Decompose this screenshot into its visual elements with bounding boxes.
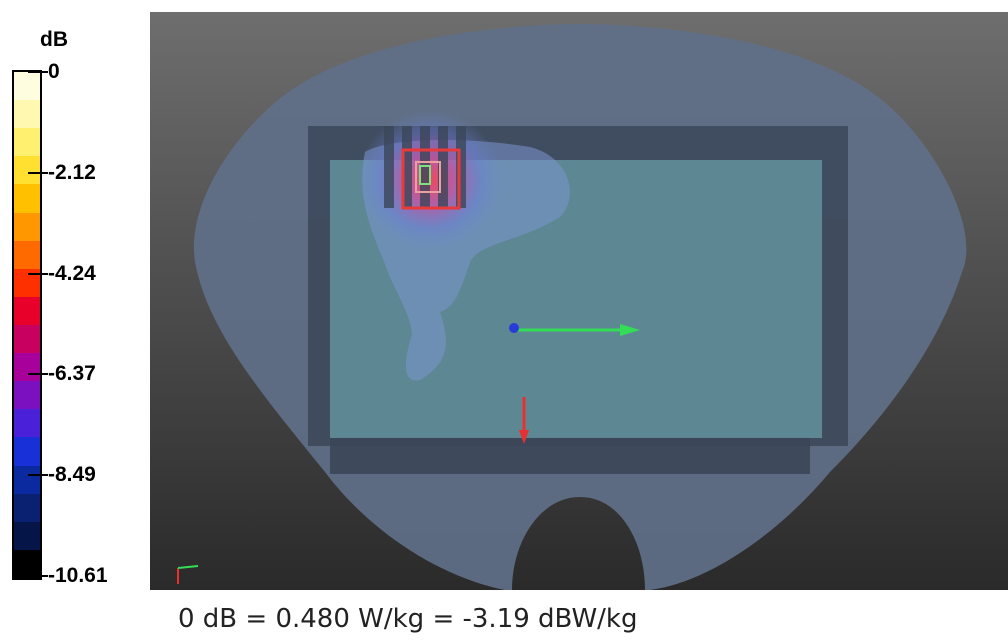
legend-color-segment (14, 240, 40, 269)
legend-color-segment (14, 212, 40, 241)
corner-axes-x (177, 565, 199, 569)
legend-tick-label: 0 (48, 60, 60, 83)
device-bottom-edge (330, 436, 810, 474)
legend-color-bar (12, 70, 42, 580)
max-sar-outer-box (401, 148, 461, 210)
legend-tick-mark (28, 272, 48, 275)
legend-color-segment (14, 184, 40, 213)
antenna-strip (384, 126, 394, 208)
legend-tick-mark (28, 171, 48, 174)
legend-color-segment (14, 72, 40, 101)
legend-color-segment (14, 493, 40, 522)
y-axis-arrowhead (519, 430, 529, 444)
legend-tick-mark (28, 373, 48, 376)
legend-color-segment (14, 128, 40, 157)
color-legend: dB 0 -2.12 -4.24 -6.37 -8.49 -10.61 (0, 0, 150, 600)
legend-tick-mark (28, 474, 48, 477)
antenna-strip (402, 126, 412, 208)
antenna-strip (438, 126, 448, 208)
sar-3d-viewport[interactable] (150, 12, 1008, 590)
probe-marker (419, 165, 431, 185)
legend-tick-mark (28, 71, 48, 73)
legend-color-segment (14, 409, 40, 438)
legend-tick-label: -8.49 (48, 463, 96, 487)
legend-unit-label: dB (40, 28, 68, 51)
legend-color-segment (14, 381, 40, 410)
legend-color-segment (14, 296, 40, 325)
legend-tick-label: -4.24 (48, 261, 96, 285)
legend-tick-label: -6.37 (48, 362, 96, 386)
legend-color-segment (14, 353, 40, 382)
max-sar-inner-box (415, 161, 441, 193)
legend-tick-label: -2.12 (48, 160, 96, 184)
legend-color-segment (14, 156, 40, 185)
scene-canvas (177, 24, 967, 590)
origin-point-icon (509, 323, 519, 333)
legend-color-segment (14, 324, 40, 354)
legend-color-segment (14, 549, 40, 578)
antenna-strip (456, 126, 466, 208)
x-axis-arrowhead (620, 324, 640, 336)
legend-tick-label: -10.61 (48, 564, 108, 587)
legend-tick-mark (28, 575, 48, 577)
legend-color-segment (14, 521, 40, 550)
normalization-caption: 0 dB = 0.480 W/kg = -3.19 dBW/kg (178, 604, 638, 634)
legend-color-segment (14, 437, 40, 466)
legend-color-segment (14, 100, 40, 129)
legend-color-segment (14, 465, 40, 494)
